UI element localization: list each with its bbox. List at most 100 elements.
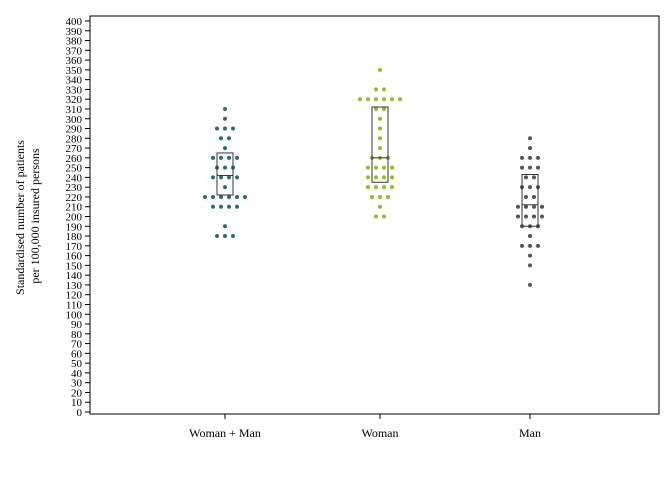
data-point (223, 126, 227, 131)
data-point (528, 136, 532, 141)
y-tick-label: 380 (66, 36, 83, 48)
series-group (358, 67, 402, 219)
data-point (382, 185, 386, 190)
y-tick-label: 60 (71, 348, 83, 360)
data-point (382, 87, 386, 92)
data-point (370, 194, 374, 199)
y-tick-label: 110 (66, 299, 83, 311)
y-tick-label: 370 (66, 45, 83, 57)
data-point (211, 194, 215, 199)
data-point (378, 136, 382, 141)
y-tick-label: 160 (66, 251, 83, 263)
y-tick-label: 120 (66, 290, 83, 302)
data-point (524, 204, 528, 209)
data-point (227, 194, 231, 199)
y-tick-label: 100 (66, 309, 83, 321)
data-point (235, 175, 239, 180)
data-point (378, 204, 382, 209)
data-point (231, 126, 235, 131)
series-layer (203, 67, 544, 287)
y-tick-label: 50 (71, 358, 83, 370)
y-tick-label: 80 (71, 329, 83, 341)
y-axis-title: Standardised number of patients per 100,… (13, 137, 42, 295)
y-axis-title-line: Standardised number of patients (13, 140, 27, 295)
data-point (235, 204, 239, 209)
data-point (536, 165, 540, 170)
data-point (374, 165, 378, 170)
data-point (366, 175, 370, 180)
data-point (374, 87, 378, 92)
data-point (524, 175, 528, 180)
data-point (211, 155, 215, 160)
y-axis-title-line: per 100,000 insured persons (28, 148, 42, 284)
x-tick-label: Man (519, 426, 541, 440)
data-point (390, 175, 394, 180)
plot-area-frame (89, 15, 660, 415)
data-point (243, 194, 247, 199)
data-point (223, 165, 227, 170)
data-point (382, 175, 386, 180)
data-point (528, 234, 532, 239)
y-tick-label: 350 (66, 65, 83, 77)
data-point (374, 97, 378, 102)
data-point (211, 175, 215, 180)
data-point (378, 146, 382, 151)
y-tick-label: 340 (66, 75, 83, 87)
y-tick-label: 180 (66, 231, 83, 243)
data-point (378, 116, 382, 121)
y-tick-label: 30 (71, 378, 83, 390)
box (371, 106, 389, 183)
data-point (223, 185, 227, 190)
data-point (378, 194, 382, 199)
data-point (366, 185, 370, 190)
data-point (227, 175, 231, 180)
data-point (532, 204, 536, 209)
data-point (227, 155, 231, 160)
y-tick-label: 320 (66, 94, 83, 106)
data-point (532, 194, 536, 199)
data-point (524, 194, 528, 199)
data-point (516, 214, 520, 219)
y-tick-label: 220 (66, 192, 83, 204)
x-axis: Woman + Man Woman Man (189, 414, 541, 440)
data-point (223, 224, 227, 229)
y-tick-label: 240 (66, 172, 83, 184)
data-point (211, 204, 215, 209)
box (521, 173, 539, 227)
data-point (366, 97, 370, 102)
y-tick-label: 330 (66, 84, 83, 96)
data-point (227, 136, 231, 141)
data-point (536, 243, 540, 248)
y-tick-label: 200 (66, 212, 83, 224)
data-point (223, 106, 227, 111)
data-point (520, 165, 524, 170)
y-tick-label: 300 (66, 114, 83, 126)
data-point (528, 165, 532, 170)
data-point (219, 136, 223, 141)
y-tick-label: 140 (66, 270, 83, 282)
data-point (219, 194, 223, 199)
data-point (219, 204, 223, 209)
data-point (528, 155, 532, 160)
y-tick-label: 40 (71, 368, 83, 380)
data-point (532, 175, 536, 180)
y-tick-label: 130 (66, 280, 83, 292)
y-tick-label: 230 (66, 182, 83, 194)
y-tick-label: 210 (66, 202, 83, 214)
data-point (520, 243, 524, 248)
data-point (231, 234, 235, 239)
y-tick-label: 400 (66, 16, 83, 28)
data-point (390, 97, 394, 102)
data-point (382, 165, 386, 170)
data-point (219, 175, 223, 180)
data-point (219, 155, 223, 160)
y-tick-label: 150 (66, 260, 83, 272)
y-tick-label: 270 (66, 143, 83, 155)
data-point (528, 263, 532, 268)
data-point (528, 146, 532, 151)
data-point (378, 126, 382, 131)
data-point (223, 116, 227, 121)
data-point (528, 253, 532, 258)
